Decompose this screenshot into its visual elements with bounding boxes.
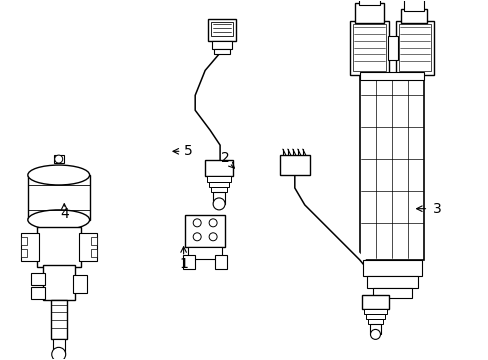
Bar [367, 319, 383, 324]
Bar [352, 24, 386, 71]
Bar [31, 273, 45, 285]
Bar [208, 19, 236, 41]
Circle shape [55, 155, 62, 163]
Bar [79, 233, 96, 261]
Bar [279, 155, 309, 175]
Bar [354, 3, 384, 23]
Bar [359, 72, 424, 80]
Bar [21, 237, 27, 245]
Bar [90, 237, 96, 245]
Bar [90, 249, 96, 257]
Bar [21, 233, 39, 261]
Bar [359, 75, 424, 260]
Bar [207, 176, 230, 182]
Bar [366, 276, 417, 288]
Bar [396, 21, 433, 75]
Bar [212, 41, 232, 49]
Bar [401, 9, 427, 23]
Circle shape [209, 219, 217, 227]
Bar [349, 21, 388, 75]
Bar [211, 187, 226, 192]
Bar [213, 192, 224, 204]
Bar [363, 309, 386, 315]
Text: 4: 4 [60, 207, 68, 221]
Bar [399, 24, 430, 71]
Bar [37, 227, 81, 267]
Circle shape [370, 329, 380, 339]
Bar [404, 0, 424, 11]
Circle shape [52, 347, 65, 360]
Bar [188, 247, 222, 259]
Bar [211, 22, 233, 36]
Bar [205, 160, 233, 176]
Bar [387, 36, 398, 60]
Bar [215, 255, 226, 269]
Bar [73, 275, 86, 293]
Bar [369, 324, 381, 334]
Bar [42, 265, 75, 300]
Bar [209, 182, 228, 187]
Bar [53, 339, 64, 354]
Bar [28, 175, 89, 220]
Ellipse shape [28, 165, 89, 185]
Bar [214, 49, 229, 54]
Text: 3: 3 [432, 202, 440, 216]
Bar [185, 215, 224, 247]
Bar [31, 287, 45, 298]
Bar [21, 249, 27, 257]
Bar [358, 0, 380, 5]
Bar [362, 260, 422, 276]
Bar [183, 255, 195, 269]
Bar [365, 315, 385, 319]
Text: 1: 1 [179, 257, 188, 271]
Circle shape [193, 219, 201, 227]
Bar [51, 300, 66, 339]
Ellipse shape [28, 210, 89, 230]
Circle shape [213, 198, 224, 210]
Bar [54, 155, 63, 163]
Bar [372, 288, 411, 298]
Bar [361, 294, 388, 309]
Circle shape [193, 233, 201, 241]
Text: 5: 5 [183, 144, 192, 158]
Circle shape [209, 233, 217, 241]
Text: 2: 2 [220, 152, 229, 166]
